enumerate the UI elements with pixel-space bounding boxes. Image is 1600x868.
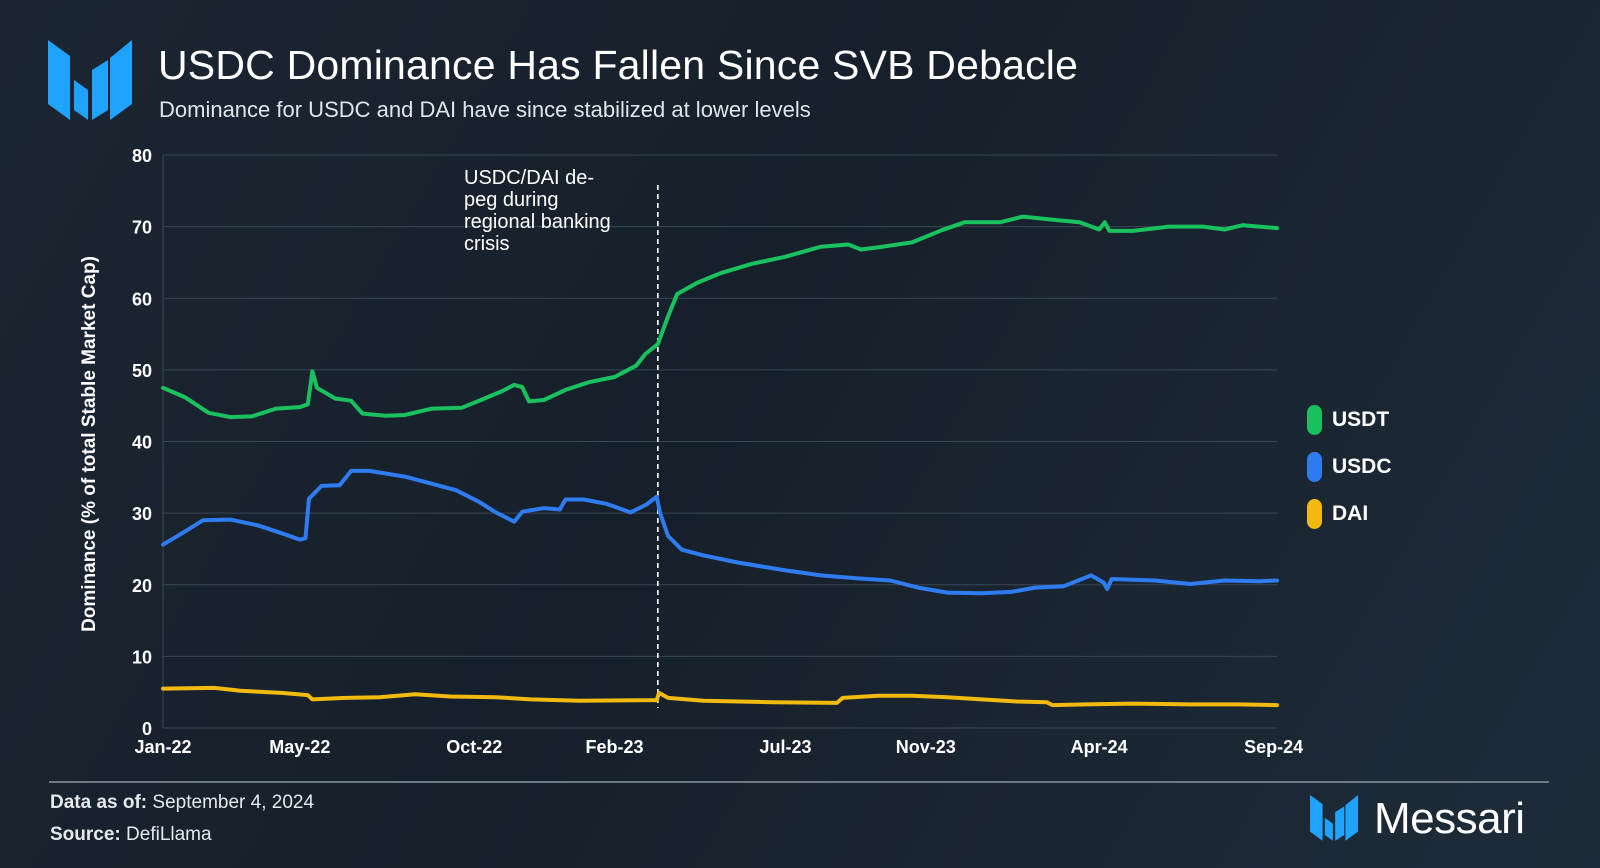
annotation-text-line-2: regional banking <box>464 211 611 233</box>
legend-swatch-usdc <box>1307 451 1322 482</box>
legend: USDT USDC DAI <box>1307 396 1392 537</box>
data-as-of-label: Data as of: <box>50 792 148 813</box>
page-subtitle: Dominance for USDC and DAI have since st… <box>159 97 811 122</box>
series-line-usdt <box>161 214 1279 420</box>
y-tick-label-30: 30 <box>132 504 152 524</box>
y-axis-label: Dominance (% of total Stable Market Cap) <box>79 256 100 632</box>
brand-logo: Messari <box>1310 794 1525 844</box>
annotation-text-line-0: USDC/DAI de- <box>464 167 594 189</box>
legend-label-dai: DAI <box>1332 501 1369 525</box>
messari-logo-icon <box>48 40 132 120</box>
legend-item-dai: DAI <box>1307 490 1392 537</box>
y-tick-label-10: 10 <box>132 647 152 667</box>
x-tick-label-0: Jan-22 <box>134 737 191 757</box>
source: Source: DefiLlama <box>50 824 212 846</box>
y-tick-label-60: 60 <box>132 289 152 309</box>
y-tick-label-80: 80 <box>132 146 152 166</box>
data-as-of: Data as of: September 4, 2024 <box>50 792 314 814</box>
data-as-of-value: September 4, 2024 <box>152 792 315 813</box>
legend-label-usdc: USDC <box>1332 454 1392 478</box>
x-tick-label-2: Oct-22 <box>446 737 502 757</box>
annotation-text-line-1: peg during <box>464 189 559 211</box>
legend-item-usdc: USDC <box>1307 443 1392 490</box>
x-tick-label-1: May-22 <box>269 737 330 757</box>
legend-item-usdt: USDT <box>1307 396 1392 443</box>
x-tick-label-4: Jul-23 <box>760 737 812 757</box>
x-tick-label-6: Apr-24 <box>1071 737 1128 757</box>
source-label: Source: <box>50 824 121 845</box>
series-line-dai <box>161 685 1279 708</box>
x-axis-ticks: Jan-22 May-22 Oct-22 Feb-23 Jul-23 Nov-23 Apr-… <box>134 737 1303 757</box>
series-line-usdc <box>161 468 1279 596</box>
y-axis-ticks: 0 10 20 30 40 50 60 70 80 <box>132 146 152 739</box>
y-tick-label-70: 70 <box>132 218 152 238</box>
messari-brand-icon <box>1310 795 1358 841</box>
y-tick-label-50: 50 <box>132 361 152 381</box>
legend-label-usdt: USDT <box>1332 407 1390 431</box>
page-title: USDC Dominance Has Fallen Since SVB Deba… <box>158 42 1079 88</box>
y-tick-label-40: 40 <box>132 433 152 453</box>
brand-name: Messari <box>1374 794 1525 843</box>
x-tick-label-7: Sep-24 <box>1244 737 1303 757</box>
grid-lines <box>162 154 1277 729</box>
source-value: DefiLlama <box>126 824 212 845</box>
footer-divider <box>49 781 1549 783</box>
y-tick-label-0: 0 <box>142 719 152 739</box>
legend-swatch-dai <box>1307 498 1322 529</box>
x-tick-label-5: Nov-23 <box>896 737 956 757</box>
y-tick-label-20: 20 <box>132 576 152 596</box>
legend-swatch-usdt <box>1307 404 1322 435</box>
series-lines <box>161 214 1279 708</box>
annotation-text-line-3: crisis <box>464 233 510 255</box>
x-tick-label-3: Feb-23 <box>586 737 644 757</box>
